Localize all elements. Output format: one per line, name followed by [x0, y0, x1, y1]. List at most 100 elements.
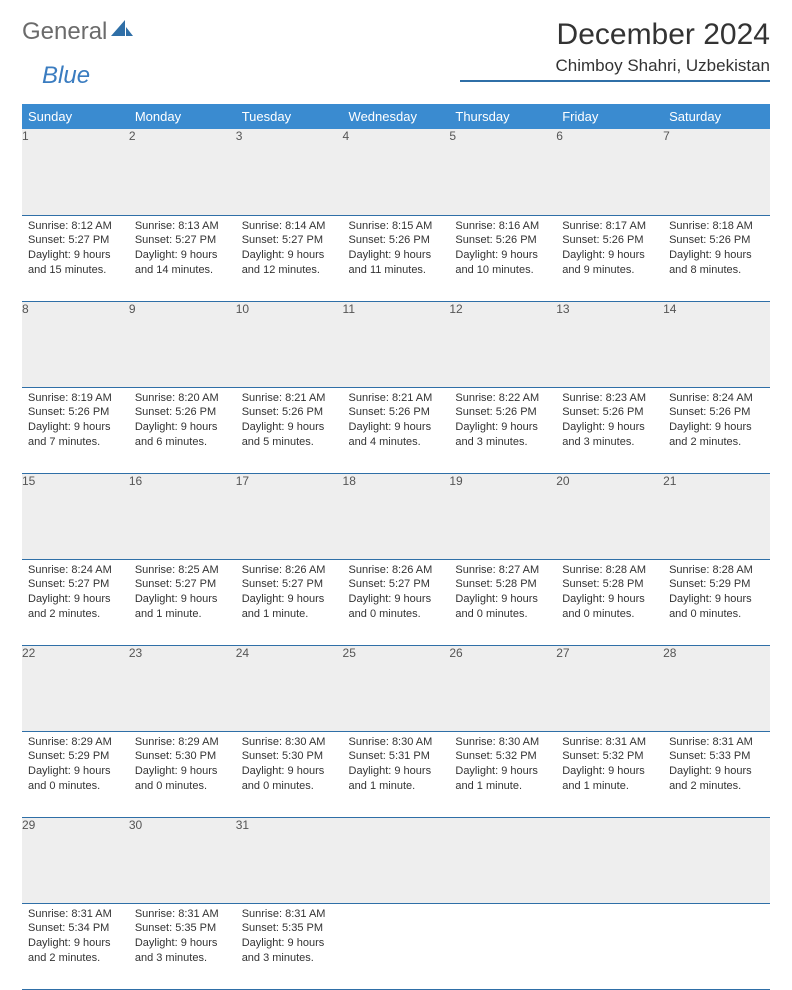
day-number-row: 15161718192021: [22, 473, 770, 559]
day-number-cell: [343, 817, 450, 903]
sunrise-text: Sunrise: 8:17 AM: [562, 219, 657, 234]
sunset-text: Sunset: 5:28 PM: [455, 577, 550, 592]
sunrise-text: Sunrise: 8:26 AM: [349, 563, 444, 578]
daylight-text-1: Daylight: 9 hours: [242, 420, 337, 435]
day-number-row: 891011121314: [22, 301, 770, 387]
weekday-header: Friday: [556, 104, 663, 129]
day-cell-content: Sunrise: 8:31 AMSunset: 5:32 PMDaylight:…: [556, 732, 663, 800]
day-body-cell: Sunrise: 8:21 AMSunset: 5:26 PMDaylight:…: [236, 387, 343, 473]
day-body-cell: Sunrise: 8:21 AMSunset: 5:26 PMDaylight:…: [343, 387, 450, 473]
daylight-text-2: and 1 minute.: [135, 607, 230, 622]
sunset-text: Sunset: 5:26 PM: [349, 233, 444, 248]
daylight-text-1: Daylight: 9 hours: [455, 592, 550, 607]
day-body-cell: Sunrise: 8:26 AMSunset: 5:27 PMDaylight:…: [236, 559, 343, 645]
day-cell-content: Sunrise: 8:12 AMSunset: 5:27 PMDaylight:…: [22, 216, 129, 284]
day-cell-content: Sunrise: 8:24 AMSunset: 5:26 PMDaylight:…: [663, 388, 770, 456]
sunrise-text: Sunrise: 8:21 AM: [242, 391, 337, 406]
day-body-cell: Sunrise: 8:31 AMSunset: 5:35 PMDaylight:…: [129, 903, 236, 989]
day-cell-content: Sunrise: 8:20 AMSunset: 5:26 PMDaylight:…: [129, 388, 236, 456]
title-block: December 2024 Chimboy Shahri, Uzbekistan: [460, 18, 770, 82]
sunset-text: Sunset: 5:27 PM: [349, 577, 444, 592]
sunrise-text: Sunrise: 8:24 AM: [28, 563, 123, 578]
sunset-text: Sunset: 5:27 PM: [28, 233, 123, 248]
daylight-text-1: Daylight: 9 hours: [28, 936, 123, 951]
daylight-text-1: Daylight: 9 hours: [28, 248, 123, 263]
sunrise-text: Sunrise: 8:31 AM: [562, 735, 657, 750]
day-body-cell: Sunrise: 8:16 AMSunset: 5:26 PMDaylight:…: [449, 215, 556, 301]
sunrise-text: Sunrise: 8:31 AM: [242, 907, 337, 922]
day-number-cell: 1: [22, 129, 129, 215]
day-body-cell: Sunrise: 8:18 AMSunset: 5:26 PMDaylight:…: [663, 215, 770, 301]
sunrise-text: Sunrise: 8:16 AM: [455, 219, 550, 234]
sunset-text: Sunset: 5:35 PM: [242, 921, 337, 936]
logo: General: [22, 18, 133, 46]
sunset-text: Sunset: 5:28 PM: [562, 577, 657, 592]
day-body-cell: Sunrise: 8:12 AMSunset: 5:27 PMDaylight:…: [22, 215, 129, 301]
sunset-text: Sunset: 5:33 PM: [669, 749, 764, 764]
day-number-cell: 6: [556, 129, 663, 215]
sunset-text: Sunset: 5:26 PM: [455, 405, 550, 420]
day-number-cell: 28: [663, 645, 770, 731]
sunrise-text: Sunrise: 8:18 AM: [669, 219, 764, 234]
day-body-cell: Sunrise: 8:24 AMSunset: 5:27 PMDaylight:…: [22, 559, 129, 645]
daylight-text-1: Daylight: 9 hours: [669, 592, 764, 607]
day-body-cell: Sunrise: 8:31 AMSunset: 5:32 PMDaylight:…: [556, 731, 663, 817]
daylight-text-2: and 2 minutes.: [28, 951, 123, 966]
day-cell-content: Sunrise: 8:28 AMSunset: 5:29 PMDaylight:…: [663, 560, 770, 628]
sunrise-text: Sunrise: 8:24 AM: [669, 391, 764, 406]
daylight-text-1: Daylight: 9 hours: [242, 592, 337, 607]
sunrise-text: Sunrise: 8:23 AM: [562, 391, 657, 406]
day-cell-content: Sunrise: 8:29 AMSunset: 5:29 PMDaylight:…: [22, 732, 129, 800]
sunset-text: Sunset: 5:30 PM: [135, 749, 230, 764]
daylight-text-2: and 4 minutes.: [349, 435, 444, 450]
day-body-cell: [449, 903, 556, 989]
day-body-cell: Sunrise: 8:31 AMSunset: 5:35 PMDaylight:…: [236, 903, 343, 989]
day-body-cell: Sunrise: 8:22 AMSunset: 5:26 PMDaylight:…: [449, 387, 556, 473]
daylight-text-1: Daylight: 9 hours: [28, 420, 123, 435]
day-number-row: 1234567: [22, 129, 770, 215]
daylight-text-2: and 1 minute.: [349, 779, 444, 794]
sunset-text: Sunset: 5:27 PM: [242, 577, 337, 592]
sunrise-text: Sunrise: 8:31 AM: [135, 907, 230, 922]
daylight-text-2: and 3 minutes.: [562, 435, 657, 450]
day-cell-content: Sunrise: 8:24 AMSunset: 5:27 PMDaylight:…: [22, 560, 129, 628]
day-cell-content: Sunrise: 8:29 AMSunset: 5:30 PMDaylight:…: [129, 732, 236, 800]
day-cell-content: Sunrise: 8:26 AMSunset: 5:27 PMDaylight:…: [343, 560, 450, 628]
day-number-cell: 14: [663, 301, 770, 387]
daylight-text-2: and 0 minutes.: [669, 607, 764, 622]
sunrise-text: Sunrise: 8:30 AM: [455, 735, 550, 750]
daylight-text-1: Daylight: 9 hours: [669, 248, 764, 263]
day-body-cell: Sunrise: 8:28 AMSunset: 5:28 PMDaylight:…: [556, 559, 663, 645]
day-cell-content: Sunrise: 8:21 AMSunset: 5:26 PMDaylight:…: [343, 388, 450, 456]
sunset-text: Sunset: 5:26 PM: [669, 233, 764, 248]
day-number-cell: 2: [129, 129, 236, 215]
day-number-cell: [556, 817, 663, 903]
sunrise-text: Sunrise: 8:21 AM: [349, 391, 444, 406]
day-body-cell: Sunrise: 8:14 AMSunset: 5:27 PMDaylight:…: [236, 215, 343, 301]
day-number-cell: 17: [236, 473, 343, 559]
day-cell-content: Sunrise: 8:18 AMSunset: 5:26 PMDaylight:…: [663, 216, 770, 284]
sunset-text: Sunset: 5:26 PM: [562, 233, 657, 248]
daylight-text-2: and 6 minutes.: [135, 435, 230, 450]
sunrise-text: Sunrise: 8:25 AM: [135, 563, 230, 578]
daylight-text-1: Daylight: 9 hours: [28, 592, 123, 607]
sunrise-text: Sunrise: 8:14 AM: [242, 219, 337, 234]
day-number-row: 22232425262728: [22, 645, 770, 731]
daylight-text-1: Daylight: 9 hours: [135, 592, 230, 607]
daylight-text-1: Daylight: 9 hours: [349, 764, 444, 779]
day-number-cell: 25: [343, 645, 450, 731]
sunrise-text: Sunrise: 8:22 AM: [455, 391, 550, 406]
daylight-text-1: Daylight: 9 hours: [349, 248, 444, 263]
sunset-text: Sunset: 5:26 PM: [28, 405, 123, 420]
daylight-text-2: and 5 minutes.: [242, 435, 337, 450]
logo-word-blue: Blue: [42, 62, 90, 90]
daylight-text-1: Daylight: 9 hours: [135, 248, 230, 263]
day-number-cell: 16: [129, 473, 236, 559]
logo-word-general: General: [22, 18, 107, 46]
day-body-cell: Sunrise: 8:30 AMSunset: 5:31 PMDaylight:…: [343, 731, 450, 817]
daylight-text-2: and 0 minutes.: [349, 607, 444, 622]
day-number-cell: 23: [129, 645, 236, 731]
daylight-text-1: Daylight: 9 hours: [242, 248, 337, 263]
day-cell-content: Sunrise: 8:30 AMSunset: 5:30 PMDaylight:…: [236, 732, 343, 800]
daylight-text-1: Daylight: 9 hours: [669, 764, 764, 779]
